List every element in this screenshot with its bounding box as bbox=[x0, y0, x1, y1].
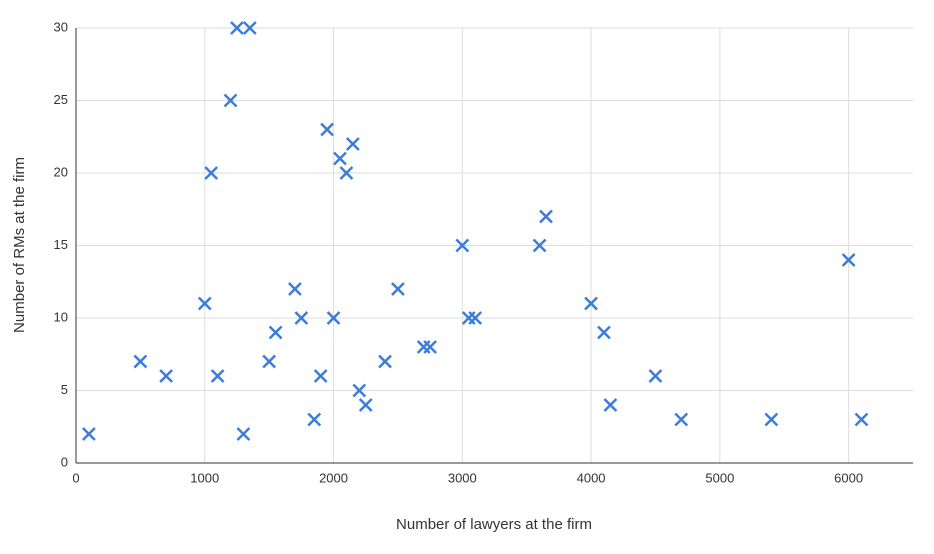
marker-stroke bbox=[288, 282, 302, 296]
marker-stroke bbox=[674, 412, 689, 427]
point bbox=[236, 427, 251, 441]
marker-stroke bbox=[197, 296, 212, 311]
marker-stroke bbox=[423, 340, 437, 354]
marker-stroke bbox=[539, 209, 553, 224]
point bbox=[294, 311, 309, 325]
point bbox=[764, 412, 779, 427]
point bbox=[584, 296, 598, 311]
point bbox=[841, 253, 856, 267]
point bbox=[339, 166, 354, 180]
y-tick-label: 20 bbox=[54, 164, 68, 179]
x-axis-label: Number of lawyers at the firm bbox=[396, 516, 592, 533]
point bbox=[159, 369, 174, 383]
point bbox=[81, 427, 96, 441]
marker-stroke bbox=[378, 354, 392, 369]
marker-stroke bbox=[223, 93, 238, 108]
point bbox=[307, 412, 322, 427]
x-tick-label: 6000 bbox=[834, 470, 863, 485]
point bbox=[391, 282, 405, 296]
point bbox=[378, 354, 392, 369]
marker-stroke bbox=[391, 282, 405, 296]
marker-stroke bbox=[455, 238, 470, 253]
marker-stroke bbox=[841, 253, 856, 267]
marker-stroke bbox=[230, 21, 244, 35]
marker-stroke bbox=[468, 311, 483, 325]
marker-stroke bbox=[320, 122, 334, 137]
marker-stroke bbox=[358, 398, 373, 412]
marker-stroke bbox=[307, 412, 322, 427]
point bbox=[352, 383, 367, 398]
marker-stroke bbox=[603, 398, 618, 412]
point bbox=[326, 311, 341, 325]
point bbox=[133, 354, 148, 369]
y-tick-label: 15 bbox=[54, 237, 68, 252]
point bbox=[242, 21, 257, 35]
marker-stroke bbox=[764, 412, 779, 427]
marker-stroke bbox=[262, 354, 277, 369]
marker-stroke bbox=[532, 238, 547, 253]
marker-stroke bbox=[854, 412, 869, 427]
point bbox=[423, 340, 437, 354]
y-tick-label: 30 bbox=[54, 19, 68, 34]
y-tick-label: 10 bbox=[54, 309, 68, 324]
x-tick-label: 1000 bbox=[190, 470, 219, 485]
marker-stroke bbox=[313, 369, 328, 383]
point bbox=[358, 398, 373, 412]
point bbox=[262, 354, 277, 369]
marker-stroke bbox=[204, 166, 219, 180]
point bbox=[197, 296, 212, 311]
marker-stroke bbox=[326, 311, 341, 325]
point bbox=[854, 412, 869, 427]
marker-stroke bbox=[333, 151, 347, 166]
marker-stroke bbox=[597, 325, 611, 340]
y-tick-label: 0 bbox=[61, 454, 68, 469]
point bbox=[210, 369, 225, 383]
y-tick-label: 5 bbox=[61, 382, 68, 397]
point bbox=[333, 151, 347, 166]
y-tick-label: 25 bbox=[54, 92, 68, 107]
marker-stroke bbox=[584, 296, 598, 311]
x-tick-label: 2000 bbox=[319, 470, 348, 485]
marker-stroke bbox=[242, 21, 257, 35]
marker-stroke bbox=[159, 369, 174, 383]
x-tick-label: 5000 bbox=[705, 470, 734, 485]
point bbox=[468, 311, 483, 325]
point bbox=[345, 137, 360, 151]
point bbox=[532, 238, 547, 253]
point bbox=[268, 325, 283, 340]
marker-stroke bbox=[352, 383, 367, 398]
marker-stroke bbox=[133, 354, 148, 369]
point bbox=[288, 282, 302, 296]
point bbox=[539, 209, 553, 224]
marker-stroke bbox=[236, 427, 251, 441]
point bbox=[674, 412, 689, 427]
x-tick-label: 3000 bbox=[448, 470, 477, 485]
point bbox=[313, 369, 328, 383]
y-axis-label: Number of RMs at the firm bbox=[11, 157, 28, 333]
point bbox=[455, 238, 470, 253]
point bbox=[320, 122, 334, 137]
point bbox=[648, 369, 663, 383]
point bbox=[204, 166, 219, 180]
point bbox=[223, 93, 238, 108]
marker-stroke bbox=[648, 369, 663, 383]
marker-stroke bbox=[81, 427, 96, 441]
x-tick-label: 4000 bbox=[577, 470, 606, 485]
point bbox=[603, 398, 618, 412]
marker-stroke bbox=[339, 166, 354, 180]
point bbox=[230, 21, 244, 35]
marker-stroke bbox=[345, 137, 360, 151]
marker-stroke bbox=[294, 311, 309, 325]
marker-stroke bbox=[210, 369, 225, 383]
point bbox=[597, 325, 611, 340]
x-tick-label: 0 bbox=[72, 470, 79, 485]
marker-stroke bbox=[268, 325, 283, 340]
point bbox=[416, 340, 431, 354]
